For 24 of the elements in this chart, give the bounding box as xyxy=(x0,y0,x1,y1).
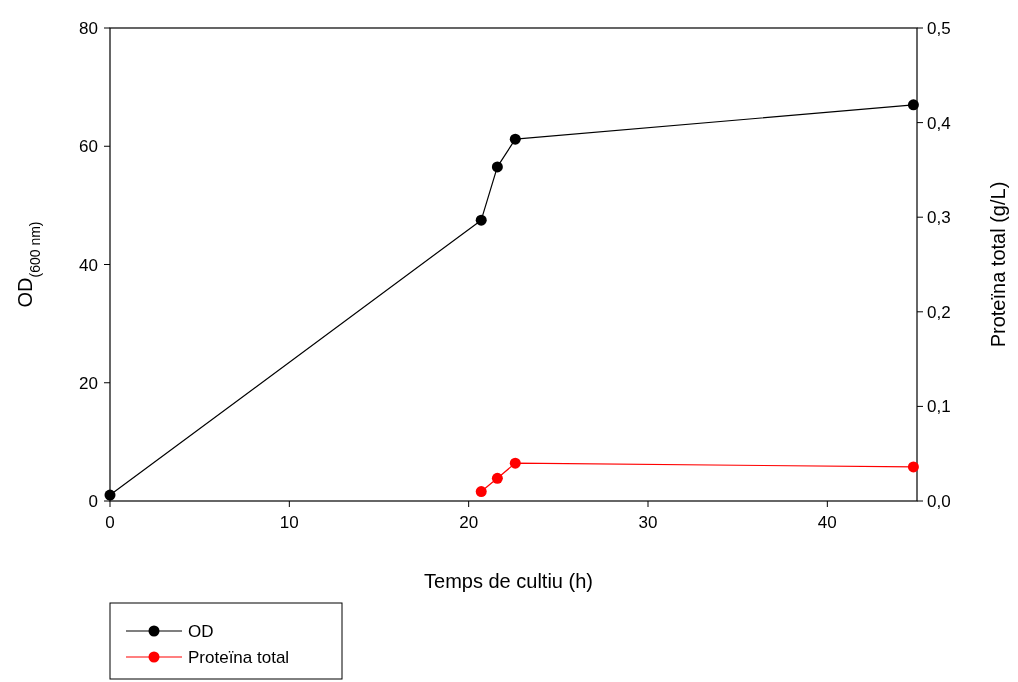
x-tick-label: 20 xyxy=(459,513,479,532)
y2-axis-title: Proteïna total (g/L) xyxy=(987,181,1009,348)
x-tick-label: 0 xyxy=(105,513,115,532)
y-tick-label: 20 xyxy=(79,373,98,393)
x-tick-label: 10 xyxy=(279,513,299,532)
y-tick-label: 0 xyxy=(88,492,98,511)
legend-label: Proteïna total xyxy=(188,648,290,667)
y-tick-label: 80 xyxy=(79,19,98,38)
y2-tick-label: 0,2 xyxy=(927,302,951,322)
point xyxy=(475,214,487,226)
x-tick-label: 30 xyxy=(638,513,658,532)
y-tick-label: 60 xyxy=(79,137,98,157)
y2-tick-label: 0,4 xyxy=(927,113,951,133)
point xyxy=(907,99,919,111)
legend-label: OD xyxy=(188,622,214,641)
y2-tick-label: 0,3 xyxy=(927,208,951,228)
x-tick-label: 40 xyxy=(817,513,837,532)
point xyxy=(491,161,503,173)
x-axis-title: Temps de cultiu (h) xyxy=(424,570,593,592)
y-tick-label: 40 xyxy=(79,255,98,275)
y2-tick-label: 0,5 xyxy=(927,19,951,38)
y2-tick-label: 0,0 xyxy=(927,492,951,511)
y2-tick-label: 0,1 xyxy=(927,397,951,417)
point xyxy=(509,133,521,145)
